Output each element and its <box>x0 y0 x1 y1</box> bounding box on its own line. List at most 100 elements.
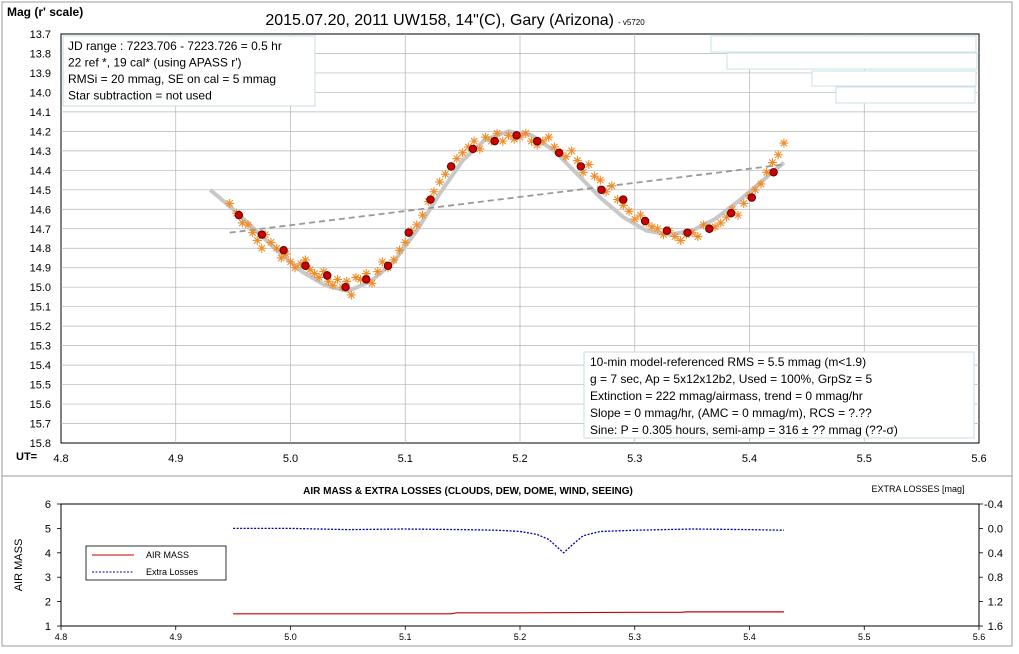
y-tick-label: 14.9 <box>30 263 51 275</box>
individual-data-point <box>601 187 611 197</box>
losses-y-tick-label: -0.4 <box>984 499 1003 511</box>
averaged-data-point <box>705 224 714 233</box>
info-left-line: Star subtraction = not used <box>68 89 212 103</box>
y-tick-label: 14.5 <box>30 185 51 197</box>
individual-data-point <box>389 255 399 265</box>
individual-data-point <box>590 171 600 181</box>
y-tick-label: 15.5 <box>30 380 51 392</box>
individual-data-point <box>452 154 462 164</box>
airmass-chart-title: AIR MASS & EXTRA LOSSES (CLOUDS, DEW, DO… <box>303 486 633 497</box>
extra-losses-line <box>233 527 784 554</box>
individual-data-point <box>526 136 536 146</box>
individual-data-point <box>767 158 777 168</box>
airmass-x-tick-label: 4.9 <box>169 632 182 642</box>
info-box-right-text: 10-min model-referenced RMS = 5.5 mmag (… <box>590 355 898 437</box>
legend-airmass-label: AIR MASS <box>146 550 189 560</box>
x-tick-label: 5.0 <box>283 453 298 465</box>
individual-data-point <box>475 144 485 154</box>
airmass-legend <box>85 545 227 581</box>
y-tick-label: 14.7 <box>30 224 51 236</box>
individual-data-point <box>429 187 439 197</box>
averaged-data-point <box>234 210 244 220</box>
airmass-x-tick-label: 5.4 <box>743 632 756 642</box>
info-right-line: Slope = 0 mmag/hr, (AMC = 0 mmag/m), RCS… <box>590 406 872 420</box>
airmass-y-tick-label: 2 <box>45 597 51 609</box>
averaged-data-point <box>490 136 499 146</box>
losses-y-tick-label: 0.4 <box>988 548 1003 560</box>
individual-data-point <box>756 179 766 189</box>
individual-data-point <box>314 272 324 282</box>
averaged-data-point <box>683 228 692 237</box>
individual-data-point <box>248 228 258 238</box>
averaged-data-point <box>426 195 435 204</box>
individual-data-point <box>710 222 720 232</box>
x-tick-labels: 4.8 4.9 5.0 5.1 5.2 5.3 5.4 5.5 5.6 <box>53 453 986 465</box>
individual-data-point <box>492 128 502 138</box>
averaged-data-point <box>446 162 456 171</box>
averaged-data-point <box>404 228 413 237</box>
legend-box-4 <box>835 86 976 104</box>
averaged-data-point <box>512 131 521 140</box>
airmass-y-tick-label: 3 <box>45 572 51 584</box>
individual-data-point <box>319 267 329 277</box>
x-tick-label: 4.9 <box>168 453 183 465</box>
airmass-y-tick-label: 5 <box>45 523 51 535</box>
x-tick-label: 5.2 <box>512 453 527 465</box>
individual-data-point <box>400 237 410 247</box>
individual-data-point <box>693 232 703 242</box>
airmass-y-axis-label: AIR MASS <box>13 539 25 592</box>
individual-data-point <box>463 142 473 152</box>
y-tick-label: 15.6 <box>30 399 51 411</box>
individual-data-point <box>333 274 343 284</box>
individual-data-point <box>595 175 605 185</box>
airmass-line <box>233 611 784 615</box>
y-tick-label: 14.3 <box>30 146 51 158</box>
y-tick-label: 15.0 <box>30 282 51 294</box>
individual-data-point <box>300 255 310 265</box>
averaged-data-point <box>726 208 736 218</box>
y-tick-label: 14.1 <box>30 107 51 119</box>
info-left-line: RMSi = 20 mmag, SE on cal = 5 mmag <box>68 72 276 86</box>
individual-data-point <box>567 146 577 156</box>
individual-data-point <box>310 269 320 279</box>
legend-losses-label: Extra Losses <box>146 567 199 577</box>
losses-y-tick-label: 1.6 <box>988 621 1003 633</box>
individual-data-point <box>305 265 315 275</box>
individual-data-point <box>276 253 286 263</box>
individual-data-point <box>252 235 262 245</box>
x-tick-label: 5.6 <box>971 453 986 465</box>
individual-data-point <box>266 237 276 247</box>
y-tick-label: 13.9 <box>30 68 51 80</box>
legend-box-2 <box>726 52 978 70</box>
lightcurve-chart: Mag (r' scale) 2015.07.20, 2011 UW158, 1… <box>7 5 987 465</box>
airmass-x-tick-label: 5.2 <box>514 632 527 642</box>
individual-data-point <box>417 210 427 220</box>
averaged-data-point <box>383 261 393 270</box>
info-left-line: JD range : 7223.706 - 7223.726 = 0.5 hr <box>68 39 282 53</box>
info-right-line: g = 7 sec, Ap = 5x12x12b2, Used = 100%, … <box>590 372 873 386</box>
individual-data-point <box>739 198 749 208</box>
averaged-data-point <box>533 136 542 146</box>
individual-data-point <box>613 195 623 205</box>
x-tick-label: 5.4 <box>742 453 757 465</box>
x-tick-label: 5.5 <box>857 453 872 465</box>
individual-data-point <box>237 218 247 228</box>
y-axis-label: Mag (r' scale) <box>7 5 83 19</box>
averaged-data-point <box>468 144 478 154</box>
info-left-line: 22 ref *, 19 cal* (using APASS r') <box>68 56 241 70</box>
y-tick-label: 15.8 <box>30 438 51 450</box>
y-tick-label: 14.0 <box>30 87 51 99</box>
info-box-left <box>62 35 316 107</box>
averaged-data-point <box>554 148 564 158</box>
individual-data-point <box>377 257 387 267</box>
individual-data-point <box>257 243 267 253</box>
averaged-data-point <box>769 168 778 177</box>
averaged-data-point <box>640 216 650 226</box>
individual-data-point <box>458 148 468 158</box>
individual-data-point <box>773 150 783 160</box>
individual-data-point <box>272 243 282 253</box>
individual-data-point <box>561 152 571 162</box>
losses-y-tick-label: 1.2 <box>988 597 1003 609</box>
y-tick-label: 15.2 <box>30 321 51 333</box>
individual-data-point <box>286 257 295 267</box>
